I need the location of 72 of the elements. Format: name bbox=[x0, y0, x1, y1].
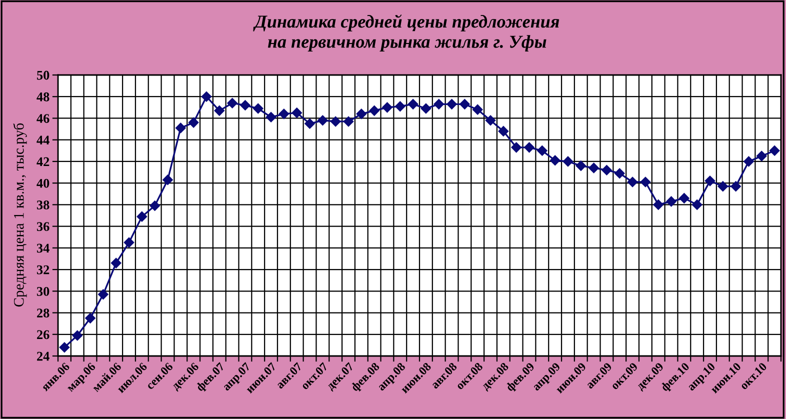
y-tick-label: 42 bbox=[36, 157, 50, 166]
point bbox=[718, 181, 728, 192]
point bbox=[266, 112, 276, 122]
point bbox=[769, 146, 780, 156]
point bbox=[382, 102, 392, 113]
point bbox=[576, 160, 586, 171]
point bbox=[408, 99, 418, 110]
point bbox=[498, 126, 509, 136]
point bbox=[304, 118, 315, 129]
point bbox=[692, 200, 702, 210]
point bbox=[614, 168, 625, 178]
point bbox=[330, 116, 341, 127]
point bbox=[511, 142, 522, 153]
point bbox=[201, 92, 212, 102]
point bbox=[446, 99, 457, 110]
point bbox=[602, 164, 612, 176]
y-tick-label: 30 bbox=[36, 286, 50, 296]
y-tick-label: 48 bbox=[36, 92, 50, 102]
y-tick-label: 26 bbox=[37, 330, 50, 340]
chart-title: Динамика средней цены предложения на первичном рынка жилья г. Уфы bbox=[253, 14, 560, 52]
point bbox=[227, 98, 238, 108]
point bbox=[666, 196, 676, 207]
point bbox=[704, 176, 716, 186]
point bbox=[98, 289, 108, 300]
point bbox=[162, 174, 173, 185]
point bbox=[176, 122, 186, 134]
point bbox=[110, 258, 122, 268]
point bbox=[472, 104, 483, 115]
point bbox=[278, 108, 290, 120]
point bbox=[524, 142, 534, 153]
y-axis-title: Средняя цена 1 кв.м., тыс.руб bbox=[13, 123, 27, 307]
point bbox=[562, 156, 574, 167]
point bbox=[588, 162, 599, 174]
y-tick-label: 36 bbox=[36, 222, 50, 232]
y-tick-label: 38 bbox=[36, 200, 50, 210]
point bbox=[356, 108, 367, 120]
y-tick-label: 44 bbox=[36, 136, 50, 144]
y-tick-label: 24 bbox=[37, 352, 50, 361]
point bbox=[59, 342, 70, 352]
point bbox=[395, 101, 406, 112]
point bbox=[136, 211, 148, 222]
point bbox=[434, 99, 444, 110]
y-tick-label: 40 bbox=[36, 178, 50, 188]
y-tick-label: 28 bbox=[37, 308, 50, 318]
point bbox=[679, 193, 690, 204]
point bbox=[653, 200, 664, 210]
point bbox=[318, 115, 328, 126]
point bbox=[460, 99, 470, 110]
point bbox=[420, 103, 432, 114]
point bbox=[124, 237, 134, 248]
point bbox=[150, 200, 160, 211]
point bbox=[537, 146, 548, 156]
y-tick-label: 34 bbox=[36, 244, 50, 253]
point bbox=[85, 313, 96, 324]
y-tick-label: 32 bbox=[36, 265, 50, 274]
point bbox=[369, 106, 380, 116]
point bbox=[640, 176, 651, 188]
point bbox=[343, 116, 354, 127]
point bbox=[627, 176, 638, 188]
point bbox=[188, 117, 199, 128]
point bbox=[756, 150, 767, 162]
point bbox=[485, 115, 496, 126]
point bbox=[730, 181, 741, 192]
y-tick-label: 50 bbox=[37, 70, 50, 80]
point bbox=[550, 155, 560, 166]
point bbox=[72, 330, 82, 341]
point bbox=[292, 108, 302, 118]
y-tick-label: 46 bbox=[36, 114, 50, 123]
point bbox=[253, 103, 264, 114]
point bbox=[240, 100, 250, 110]
point bbox=[744, 156, 754, 167]
point bbox=[214, 106, 224, 116]
